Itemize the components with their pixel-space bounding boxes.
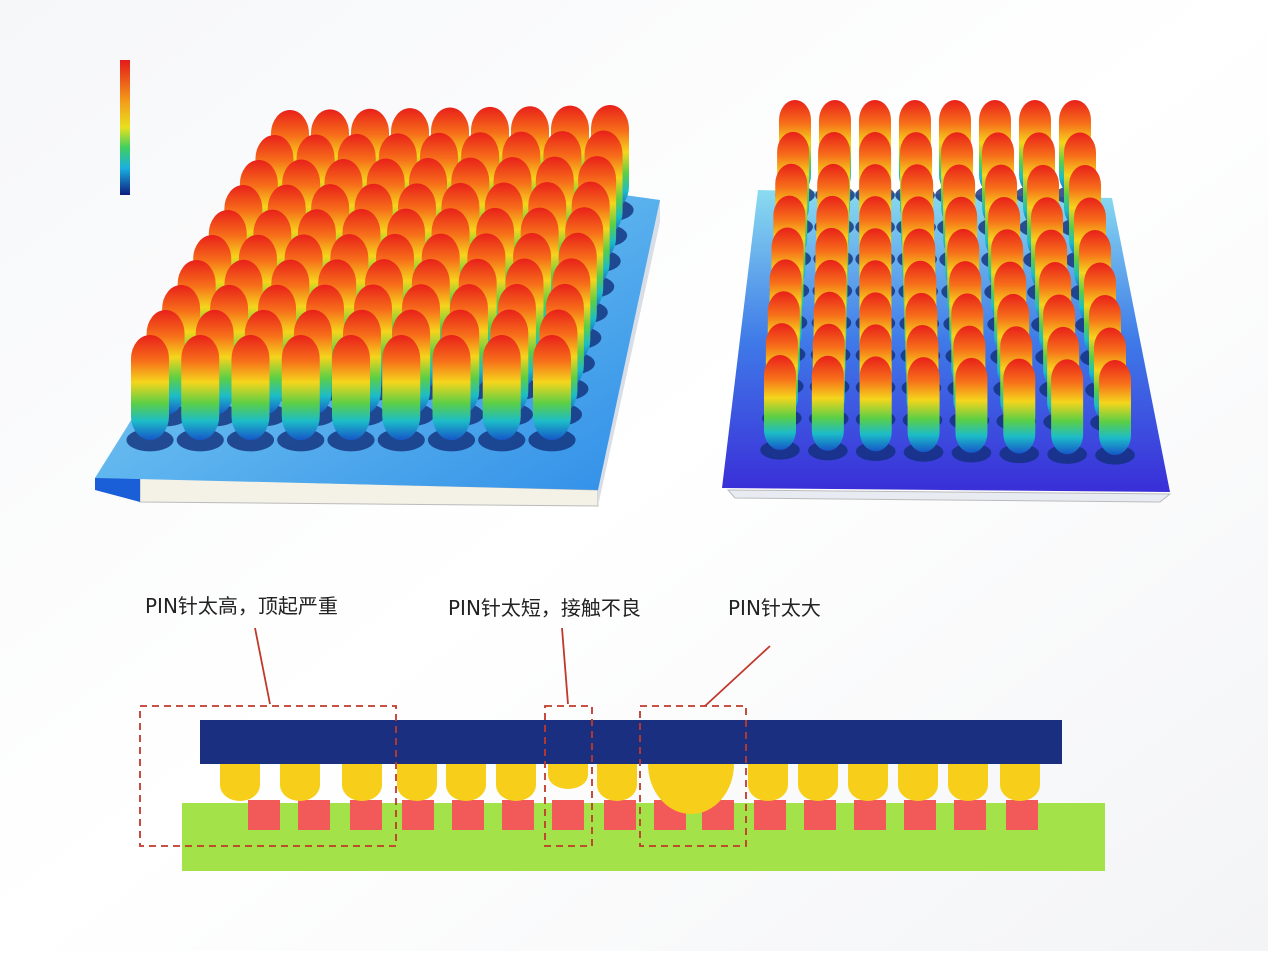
pin (859, 356, 892, 452)
bump (948, 764, 988, 801)
pad (298, 800, 330, 830)
annotation: PIN针太短，接触不良 (448, 596, 641, 620)
pad (402, 800, 434, 830)
pin (382, 335, 421, 440)
leader-line (254, 627, 271, 705)
bump (798, 764, 838, 801)
leader-lines (254, 627, 771, 707)
annotation: PIN针太大 (728, 596, 821, 620)
bump (220, 764, 260, 801)
pin-array (126, 105, 634, 452)
pin (231, 335, 270, 440)
leader-line (704, 645, 771, 707)
bump (1000, 764, 1040, 801)
pad (904, 800, 936, 830)
bump (496, 764, 536, 801)
plate-edge (95, 478, 140, 502)
bump (898, 764, 938, 801)
pad (854, 800, 886, 830)
pin (907, 357, 940, 453)
box-high (139, 705, 397, 847)
bump (748, 764, 788, 801)
box-short (544, 705, 593, 847)
pin (1051, 359, 1084, 455)
substrate (182, 803, 1105, 871)
box-big (639, 705, 747, 847)
bumps (220, 764, 1040, 814)
pad (954, 800, 986, 830)
plate-side (598, 200, 660, 506)
pin (533, 335, 571, 440)
bump (848, 764, 888, 801)
bump (597, 764, 637, 801)
pad (452, 800, 484, 830)
pad (604, 800, 636, 830)
plate-side (726, 489, 1172, 503)
bump (342, 764, 382, 801)
pin (1003, 358, 1036, 454)
pin (482, 335, 521, 440)
pin (181, 335, 220, 440)
color-bar (120, 60, 130, 195)
bump-big (648, 764, 734, 814)
pad (552, 800, 584, 830)
pad (248, 800, 280, 830)
pad (350, 800, 382, 830)
annotation: PIN针太高，顶起严重 (145, 594, 338, 618)
bump (280, 764, 320, 801)
leader-line (561, 627, 569, 705)
chip (200, 720, 1062, 764)
pin-array (760, 100, 1135, 465)
pin (764, 355, 796, 450)
bump-short (548, 764, 588, 789)
pin (1099, 360, 1131, 455)
pad (804, 800, 836, 830)
pin (131, 335, 169, 440)
pin (432, 335, 471, 440)
bump (397, 764, 437, 801)
pad (502, 800, 534, 830)
defect-boxes (139, 705, 747, 847)
pin (811, 355, 844, 451)
pin (281, 335, 320, 440)
bump (446, 764, 486, 801)
pin (955, 357, 988, 453)
pad (754, 800, 786, 830)
pin (332, 335, 370, 440)
pad (1006, 800, 1038, 830)
